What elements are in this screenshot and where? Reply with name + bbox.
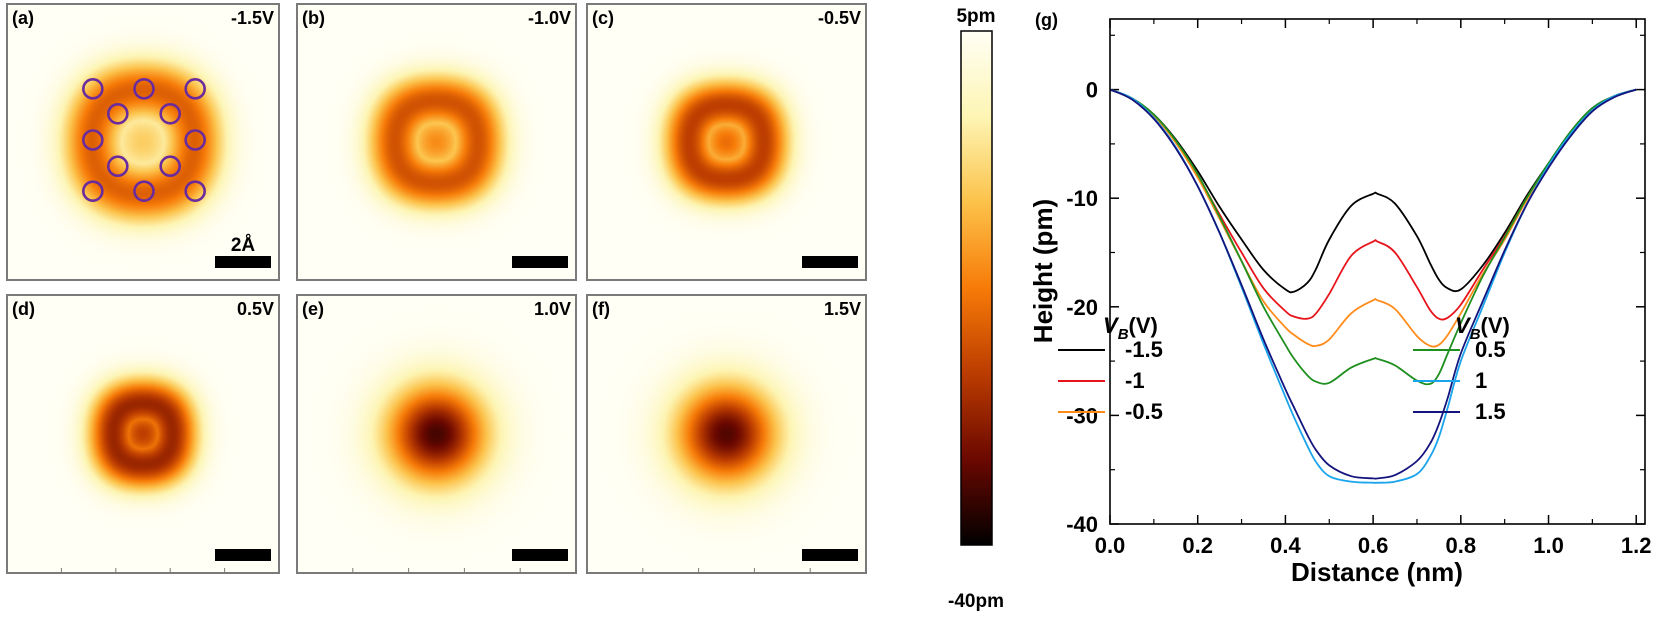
y-tick-labels: 0 -10 -20 -30 -40	[1066, 78, 1098, 537]
x-tick-label: 0.0	[1095, 533, 1126, 558]
series-line	[1109, 88, 1637, 348]
legend-label: 0.5	[1475, 337, 1506, 362]
map-frame	[586, 294, 867, 574]
chart-panel-label: (g)	[1035, 10, 1058, 30]
scale-bar	[802, 549, 858, 561]
atom-marker	[159, 155, 182, 178]
map-panel: (a) -1.5V 2Å	[6, 3, 280, 281]
map-bias-voltage: -1.5V	[231, 8, 274, 28]
y-tick-label: -30	[1066, 403, 1098, 428]
legend-label: -1.5	[1125, 337, 1163, 362]
colorbar-min-label: -40pm	[948, 591, 1004, 612]
atom-marker	[82, 78, 104, 100]
y-tick-label: 0	[1086, 78, 1098, 103]
map-panel: (f) 1.5V	[586, 294, 867, 574]
topography-maps: (a) -1.5V 2Å (b) -1.0V (c) -0.5V (d) 0.5V (e) 1.0V…	[6, 3, 867, 574]
scale-bar	[512, 256, 568, 268]
atom-marker	[133, 78, 155, 100]
atom-marker	[133, 180, 155, 202]
legend-right: VB(V)0.5 1 1.5	[1413, 313, 1510, 424]
map-bias-voltage: -0.5V	[818, 8, 861, 28]
series-line	[1109, 88, 1637, 484]
y-tick-label: -10	[1066, 186, 1098, 211]
legend-left: VB(V)-1.5 -1 -0.5	[1058, 313, 1163, 424]
x-axis-title: Distance (nm)	[1291, 557, 1463, 587]
atom-marker	[82, 129, 104, 151]
legend-label: 1.5	[1475, 399, 1506, 424]
atom-marker	[106, 102, 129, 125]
chart-legends: VB(V)-1.5-1-0.5VB(V)0.511.5	[1058, 313, 1510, 424]
map-panel-letter: (d)	[12, 299, 35, 319]
y-tick-label: -40	[1066, 512, 1098, 537]
map-panel-letter: (f)	[592, 299, 610, 319]
legend-label: -0.5	[1125, 399, 1163, 424]
colorbar-gradient	[960, 30, 993, 546]
map-frame	[296, 294, 577, 574]
x-tick-label: 0.8	[1446, 533, 1477, 558]
atom-marker	[184, 180, 206, 202]
scale-bar	[802, 256, 858, 268]
map-frame	[296, 3, 577, 281]
height-map-image	[7, 4, 279, 280]
y-axis-title: Height (pm)	[1028, 199, 1058, 343]
chart-ticks	[1109, 19, 1645, 525]
x-tick-label: 1.0	[1533, 533, 1564, 558]
series-line	[1109, 88, 1637, 480]
x-tick-label: 0.2	[1182, 533, 1213, 558]
legend-title: VB(V)	[1103, 313, 1158, 343]
x-tick-labels: 0.0 0.2 0.4 0.6 0.8 1.0 1.2	[1095, 533, 1652, 558]
x-tick-label: 0.6	[1358, 533, 1389, 558]
height-map-image	[587, 295, 866, 573]
colorbar: 5pm -40pm	[948, 6, 1004, 612]
atom-marker	[159, 102, 182, 125]
height-map-image	[587, 4, 866, 280]
x-tick-label: 1.2	[1621, 533, 1652, 558]
map-panel: (e) 1.0V	[296, 294, 577, 574]
map-panel: (c) -0.5V	[586, 3, 867, 281]
series-line	[1109, 88, 1637, 386]
height-map-image	[7, 295, 279, 573]
y-tick-label: -20	[1066, 295, 1098, 320]
height-map-image	[297, 295, 576, 573]
map-bias-voltage: 0.5V	[237, 299, 274, 319]
line-chart: (g) 0.0 0.2 0.4 0.6 0.8 1.0 1.2 0-10-20-30-40 …	[1028, 10, 1652, 587]
colorbar-max-label: 5pm	[956, 6, 995, 27]
legend-label: -1	[1125, 368, 1145, 393]
map-panel: (b) -1.0V	[296, 3, 577, 281]
map-panel-letter: (b)	[302, 8, 325, 28]
map-frame	[6, 294, 280, 574]
atom-marker	[106, 155, 129, 178]
scale-bar	[215, 549, 271, 561]
atom-marker	[184, 129, 206, 151]
scale-bar	[512, 549, 568, 561]
scale-bar	[215, 256, 271, 268]
map-bias-voltage: -1.0V	[528, 8, 571, 28]
series-line	[1109, 88, 1637, 321]
map-panel-letter: (c)	[592, 8, 614, 28]
map-bias-voltage: 1.5V	[824, 299, 861, 319]
map-panel: (d) 0.5V	[6, 294, 280, 574]
map-panel-letter: (e)	[302, 299, 324, 319]
series-line	[1109, 88, 1637, 294]
map-frame	[6, 3, 280, 281]
x-tick-label: 0.4	[1270, 533, 1301, 558]
chart-plot-frame	[1109, 18, 1646, 525]
scale-bar-label: 2Å	[231, 235, 256, 256]
chart-series	[1109, 88, 1637, 484]
atom-marker	[184, 78, 206, 100]
map-bias-voltage: 1.0V	[534, 299, 571, 319]
legend-label: 1	[1475, 368, 1487, 393]
atom-marker	[82, 180, 104, 202]
height-map-image	[297, 4, 576, 280]
legend-title: VB(V)	[1455, 313, 1510, 343]
map-panel-letter: (a)	[12, 8, 34, 28]
map-frame	[586, 3, 867, 281]
